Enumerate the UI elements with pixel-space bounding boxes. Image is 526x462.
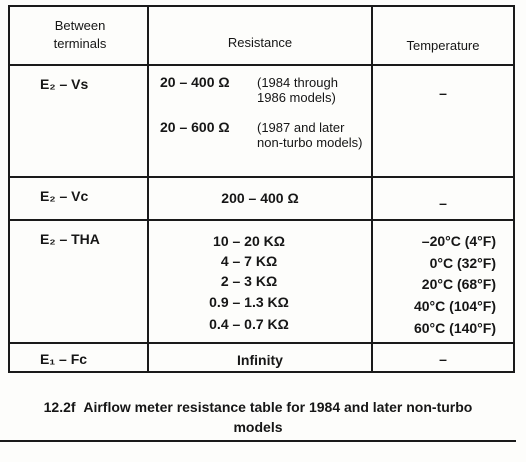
rule [8,219,515,221]
temperature: 0°C (32°F) [429,255,496,271]
rule [513,5,515,373]
temperature: – [439,351,447,367]
rule [8,5,10,373]
header: Temperature [406,38,480,53]
temperature: 20°C (68°F) [421,276,496,292]
rule [8,64,515,66]
resistance: 0.9 – 1.3 KΩ [209,294,289,310]
caption-text: Airflow meter resistance table for 1984 … [83,399,473,435]
rule [8,176,515,178]
resistance: 10 – 20 KΩ [213,233,285,249]
caption-number: 12.2f [43,399,76,415]
temperature: –20°C (4°F) [421,233,496,249]
terminals: E₂ – Vc [40,188,89,204]
rule [0,440,516,442]
temperature: 60°C (140°F) [413,320,496,336]
rule [8,371,515,373]
note: (1984 through 1986 models) [257,75,338,105]
rule [8,5,515,7]
resistance: 200 – 400 Ω [221,190,299,206]
terminals: E₂ – Vs [40,76,89,92]
resistance: Infinity [237,352,283,368]
caption: 12.2f Airflow meter resistance table for… [18,397,498,437]
terminals: E₁ – Fc [40,351,88,367]
rule [8,342,515,344]
rule [371,5,373,373]
resistance: 20 – 400 Ω [160,74,230,90]
resistance: 4 – 7 KΩ [220,253,278,269]
terminals: E₂ – THA [40,231,100,247]
temperature: 40°C (104°F) [413,298,496,314]
resistance: 0.4 – 0.7 KΩ [209,316,289,332]
note: (1987 and later non-turbo models) [257,120,363,150]
temperature: – [439,85,447,101]
resistance: 2 – 3 KΩ [220,273,278,289]
header: Resistance [227,35,293,50]
header: Between terminals [53,18,107,51]
resistance: 20 – 600 Ω [160,119,230,135]
rule [147,5,149,373]
temperature: – [439,195,447,211]
